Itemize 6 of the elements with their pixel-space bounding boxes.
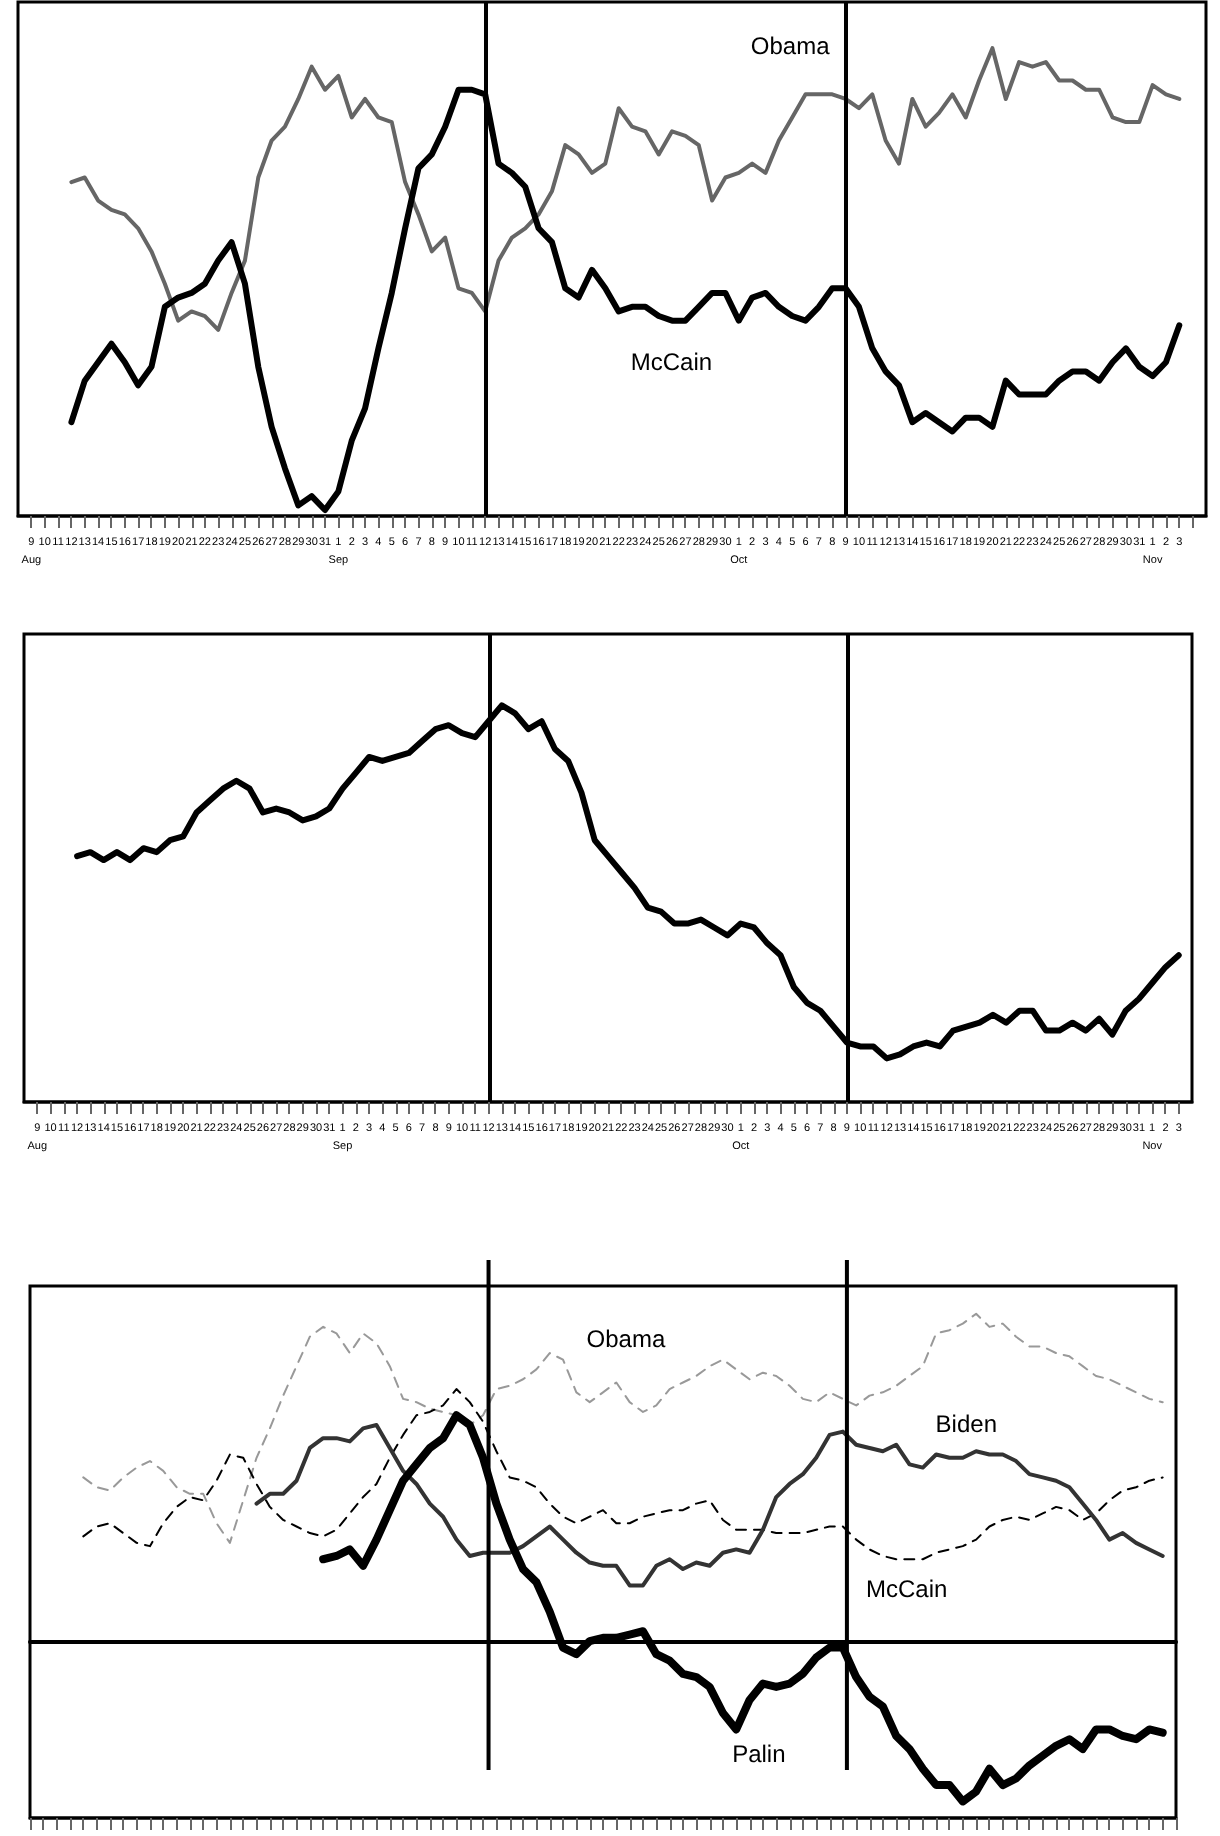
series-label: McCain xyxy=(866,1575,948,1604)
series-label: McCain xyxy=(630,347,713,376)
series-label: Palin xyxy=(732,1740,786,1769)
series-label: Obama xyxy=(750,31,831,60)
series-label: Biden xyxy=(935,1410,997,1439)
series-label: Obama xyxy=(586,1325,666,1354)
